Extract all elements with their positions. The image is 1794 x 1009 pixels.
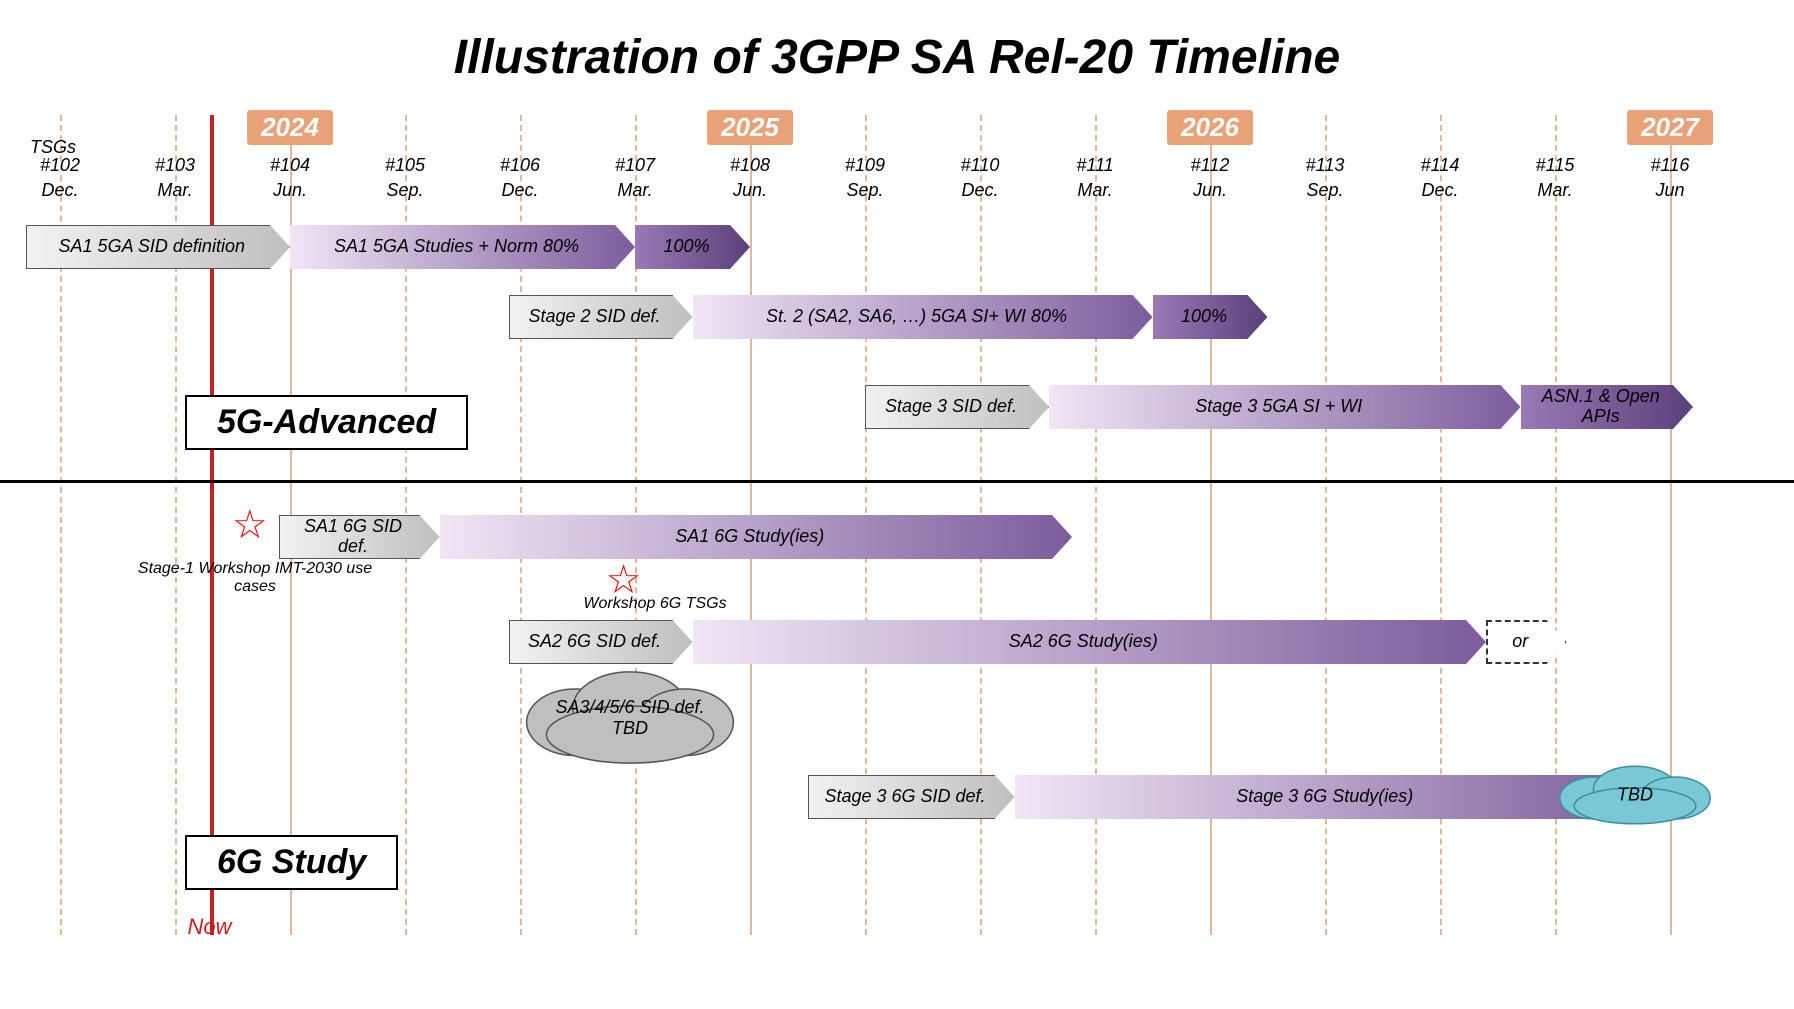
tsg-number: #108 xyxy=(730,155,770,176)
bar-st3-6g-study: Stage 3 6G Study(ies) xyxy=(1015,775,1648,819)
tsg-number: #113 xyxy=(1306,155,1345,176)
tsg-number: #116 xyxy=(1651,155,1690,176)
month-label: Jun xyxy=(1655,180,1684,201)
bar-st3-asn: ASN.1 & Open APIs xyxy=(1521,385,1694,429)
bar-st3-6g-sid: Stage 3 6G SID def. xyxy=(808,775,1015,819)
month-label: Sep. xyxy=(386,180,423,201)
tsg-number: #106 xyxy=(500,155,540,176)
tsg-number: #102 xyxy=(40,155,80,176)
month-label: Jun. xyxy=(273,180,307,201)
bar-sa1-6g-sid: SA1 6G SID def. xyxy=(279,515,440,559)
bar-sa1-6g-study: SA1 6G Study(ies) xyxy=(440,515,1073,559)
year-tag: 2025 xyxy=(707,110,793,145)
tsg-number: #115 xyxy=(1536,155,1575,176)
tsg-number: #104 xyxy=(270,155,310,176)
tsg-number: #107 xyxy=(615,155,655,176)
cloud-sa3456: SA3/4/5/6 SID def. TBD xyxy=(520,670,740,765)
timeline-chart: TSGs 2024202520262027#102Dec.#103Mar.#10… xyxy=(30,115,1764,935)
year-tag: 2024 xyxy=(247,110,333,145)
bar-sa2-6g-sid: SA2 6G SID def. xyxy=(509,620,693,664)
cloud-tbd: TBD xyxy=(1555,765,1715,825)
tsg-number: #112 xyxy=(1191,155,1230,176)
month-label: Mar. xyxy=(1537,180,1572,201)
star-icon: ☆ xyxy=(232,502,268,548)
month-label: Dec. xyxy=(41,180,78,201)
tsg-number: #111 xyxy=(1076,155,1113,176)
bar-sa1-5ga-100: 100% xyxy=(635,225,750,269)
month-label: Dec. xyxy=(961,180,998,201)
star-label: Stage-1 Workshop IMT-2030 use cases xyxy=(125,560,385,597)
bar-sa1-5ga-sid: SA1 5GA SID definition xyxy=(26,225,291,269)
tsg-number: #110 xyxy=(961,155,1000,176)
month-label: Jun. xyxy=(733,180,767,201)
tsg-number: #114 xyxy=(1421,155,1460,176)
month-label: Mar. xyxy=(157,180,192,201)
tsg-number: #103 xyxy=(155,155,195,176)
page-title: Illustration of 3GPP SA Rel-20 Timeline xyxy=(30,30,1764,85)
month-label: Sep. xyxy=(1306,180,1343,201)
section-label-advanced: 5G-Advanced xyxy=(185,395,468,450)
month-label: Mar. xyxy=(617,180,652,201)
month-label: Dec. xyxy=(1421,180,1458,201)
now-label: Now xyxy=(187,914,231,940)
tsg-number: #105 xyxy=(385,155,425,176)
section-label-study: 6G Study xyxy=(185,835,398,890)
year-tag: 2026 xyxy=(1167,110,1253,145)
bar-st2-study: St. 2 (SA2, SA6, …) 5GA SI+ WI 80% xyxy=(693,295,1153,339)
tsg-number: #109 xyxy=(845,155,885,176)
month-label: Mar. xyxy=(1077,180,1112,201)
bar-st3-study: Stage 3 5GA SI + WI xyxy=(1049,385,1521,429)
bar-st2-sid: Stage 2 SID def. xyxy=(509,295,693,339)
year-tag: 2027 xyxy=(1627,110,1713,145)
star-label: Workshop 6G TSGs xyxy=(525,595,785,613)
month-label: Dec. xyxy=(501,180,538,201)
bar-sa1-5ga-study: SA1 5GA Studies + Norm 80% xyxy=(290,225,635,269)
bar-sa2-6g-study: SA2 6G Study(ies) xyxy=(693,620,1487,664)
month-label: Jun. xyxy=(1193,180,1227,201)
section-divider xyxy=(0,480,1794,483)
bar-st2-100: 100% xyxy=(1153,295,1268,339)
month-label: Sep. xyxy=(846,180,883,201)
bar-st3-sid: Stage 3 SID def. xyxy=(865,385,1049,429)
